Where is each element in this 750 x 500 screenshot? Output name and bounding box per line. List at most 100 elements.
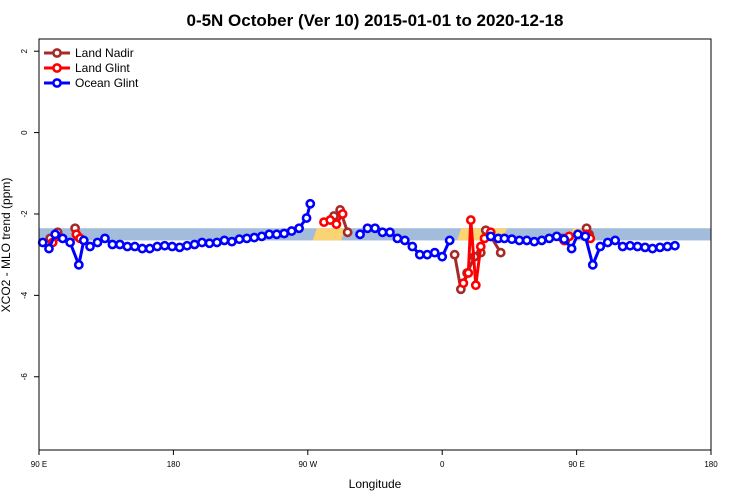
- data-point: [50, 229, 61, 240]
- data-point: [167, 241, 178, 252]
- data-point: [662, 241, 673, 252]
- data-point: [610, 235, 621, 246]
- legend-item-ocean-glint: Ocean Glint: [44, 76, 139, 90]
- data-point: [566, 243, 577, 254]
- data-point: [355, 229, 365, 240]
- data-point: [485, 231, 496, 242]
- data-point: [159, 240, 170, 251]
- data-point: [617, 241, 628, 252]
- data-point: [294, 223, 304, 234]
- data-point: [647, 243, 658, 254]
- data-point: [670, 240, 680, 251]
- x-tick-label: 90 E: [31, 460, 47, 469]
- chart-title: 0-5N October (Ver 10) 2015-01-01 to 2020…: [186, 11, 563, 30]
- data-point: [100, 233, 110, 244]
- data-point: [399, 235, 410, 246]
- data-point: [226, 236, 237, 247]
- data-point: [174, 242, 185, 253]
- data-point: [429, 247, 440, 258]
- y-tick-label: -6: [20, 373, 29, 381]
- data-point: [407, 241, 418, 252]
- data-point: [514, 235, 525, 246]
- data-point: [92, 237, 103, 248]
- data-point: [78, 235, 89, 246]
- data-point: [219, 235, 230, 246]
- data-point: [204, 238, 215, 249]
- data-point: [544, 233, 555, 244]
- data-point: [189, 239, 200, 250]
- data-point: [495, 247, 506, 258]
- data-point: [279, 228, 290, 239]
- data-point: [331, 219, 342, 230]
- data-point: [241, 233, 252, 244]
- data-point: [144, 243, 155, 254]
- data-point: [521, 235, 532, 246]
- data-point: [197, 237, 207, 248]
- data-point: [129, 241, 140, 252]
- data-point: [449, 249, 460, 260]
- x-axis: 90 E 180 90 W 0 90 E 180: [31, 450, 718, 469]
- data-point: [385, 227, 395, 238]
- data-point: [152, 241, 163, 252]
- data-point: [44, 243, 54, 254]
- data-point: [342, 227, 353, 238]
- data-point: [632, 241, 643, 252]
- data-point: [580, 231, 591, 242]
- data-point: [370, 223, 380, 234]
- data-point: [465, 215, 476, 225]
- data-point: [107, 239, 118, 250]
- data-point: [286, 226, 297, 236]
- data-point: [212, 237, 222, 248]
- data-point: [182, 240, 192, 251]
- data-point: [572, 229, 583, 240]
- data-point: [37, 237, 48, 248]
- data-point: [529, 236, 540, 247]
- data-point: [499, 233, 510, 244]
- data-point: [73, 259, 84, 270]
- data-point: [458, 278, 469, 289]
- data-point: [551, 231, 562, 242]
- x-axis-label: Longitude: [349, 477, 402, 491]
- data-point: [85, 241, 95, 252]
- data-point: [470, 280, 481, 291]
- data-point: [655, 242, 665, 253]
- data-point: [475, 241, 486, 252]
- data-point: [362, 223, 373, 234]
- legend-marker: [52, 63, 62, 73]
- plot-frame: [38, 38, 712, 451]
- x-tick-label: 180: [704, 460, 718, 469]
- data-point: [536, 235, 547, 246]
- data-point: [114, 239, 125, 250]
- y-tick-label: 0: [20, 130, 29, 135]
- series-ocean-glint: [37, 198, 680, 270]
- band-land-segment-0: [312, 228, 346, 241]
- data-point: [301, 213, 312, 223]
- data-point: [377, 227, 388, 238]
- data-point: [57, 233, 68, 244]
- data-point: [595, 241, 606, 252]
- x-tick-label: 180: [167, 460, 181, 469]
- data-point: [264, 229, 275, 240]
- y-axis-label: XCO2 - MLO trend (ppm): [0, 178, 13, 313]
- data-point: [249, 232, 260, 243]
- data-point: [65, 237, 76, 248]
- data-point: [392, 233, 403, 244]
- data-point: [337, 209, 348, 219]
- legend-label: Land Nadir: [75, 46, 134, 60]
- legend-label: Land Glint: [75, 61, 130, 75]
- data-point: [256, 231, 267, 242]
- data-point: [437, 251, 448, 262]
- data-point: [602, 237, 613, 248]
- data-point: [271, 229, 282, 240]
- legend-item-land-nadir: Land Nadir: [44, 46, 134, 60]
- y-axis: 2 0 -2 -4 -6: [20, 48, 39, 380]
- y-tick-label: -4: [20, 291, 29, 299]
- y-tick-label: 2: [20, 48, 29, 53]
- data-point: [234, 234, 245, 245]
- data-point: [625, 240, 636, 251]
- data-point: [587, 259, 598, 270]
- data-point: [506, 234, 517, 245]
- series-layer: [37, 198, 680, 295]
